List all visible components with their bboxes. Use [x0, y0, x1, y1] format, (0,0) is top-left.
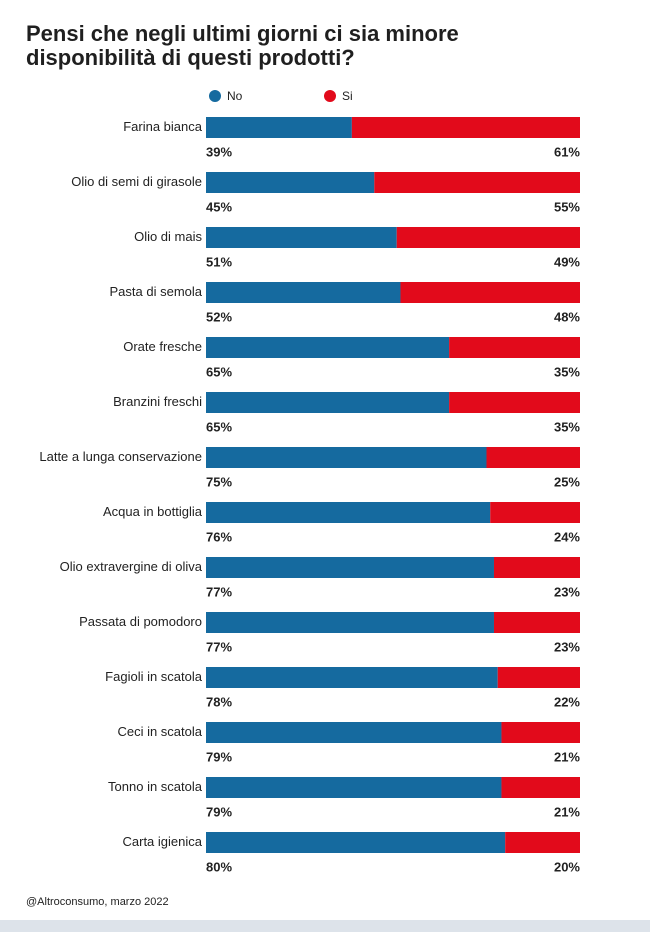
- value-label: 21%: [554, 749, 580, 764]
- footer-band: [0, 920, 650, 932]
- value-label: 39%: [206, 144, 232, 159]
- category-label: Latte a lunga conservazione: [39, 449, 202, 464]
- value-label: 77%: [206, 639, 232, 654]
- category-label: Pasta di semola: [110, 284, 203, 299]
- value-label: 49%: [554, 254, 580, 269]
- bar-segment: [206, 722, 502, 743]
- bar-segment: [206, 282, 401, 303]
- bar-segment: [497, 667, 580, 688]
- legend-label: Si: [342, 89, 353, 103]
- bar-segment: [206, 777, 502, 798]
- bar-segment: [206, 227, 397, 248]
- value-label: 79%: [206, 749, 232, 764]
- bar-segment: [490, 502, 580, 523]
- category-label: Farina bianca: [123, 119, 203, 134]
- legend-swatch: [209, 90, 221, 102]
- bar-segment: [351, 117, 580, 138]
- value-label: 35%: [554, 364, 580, 379]
- value-label: 24%: [554, 529, 580, 544]
- bar-segment: [374, 172, 580, 193]
- value-label: 52%: [206, 309, 232, 324]
- chart-title: Pensi che negli ultimi giorni ci sia min…: [26, 22, 459, 70]
- bar-segment: [206, 557, 494, 578]
- category-label: Orate fresche: [123, 339, 202, 354]
- value-label: 48%: [554, 309, 580, 324]
- legend-swatch: [324, 90, 336, 102]
- category-label: Olio extravergine di oliva: [60, 559, 203, 574]
- bar-segment: [501, 777, 580, 798]
- bar-segment: [206, 172, 375, 193]
- bar-segment: [206, 117, 352, 138]
- category-label: Passata di pomodoro: [79, 614, 202, 629]
- value-label: 23%: [554, 639, 580, 654]
- value-label: 78%: [206, 694, 232, 709]
- bar-segment: [206, 667, 498, 688]
- value-label: 35%: [554, 419, 580, 434]
- bar-segment: [206, 392, 450, 413]
- value-label: 21%: [554, 804, 580, 819]
- bar-segment: [493, 557, 580, 578]
- value-label: 75%: [206, 474, 232, 489]
- bar-segment: [396, 227, 580, 248]
- category-label: Ceci in scatola: [117, 724, 202, 739]
- legend-label: No: [227, 89, 243, 103]
- value-label: 65%: [206, 419, 232, 434]
- category-label: Carta igienica: [123, 834, 203, 849]
- value-label: 25%: [554, 474, 580, 489]
- value-label: 65%: [206, 364, 232, 379]
- value-label: 80%: [206, 859, 232, 874]
- bar-segment: [400, 282, 580, 303]
- source: @Altroconsumo, marzo 2022: [26, 896, 169, 908]
- category-label: Fagioli in scatola: [105, 669, 203, 684]
- category-label: Olio di mais: [134, 229, 202, 244]
- bar-segment: [449, 392, 580, 413]
- value-label: 22%: [554, 694, 580, 709]
- bar-segment: [206, 502, 491, 523]
- bar-segment: [206, 337, 450, 358]
- bar-segment: [206, 832, 506, 853]
- value-label: 77%: [206, 584, 232, 599]
- value-label: 23%: [554, 584, 580, 599]
- bar-segment: [505, 832, 580, 853]
- category-label: Acqua in bottiglia: [103, 504, 203, 519]
- value-label: 76%: [206, 529, 232, 544]
- value-label: 55%: [554, 199, 580, 214]
- value-label: 45%: [206, 199, 232, 214]
- bar-segment: [486, 447, 580, 468]
- value-label: 79%: [206, 804, 232, 819]
- title-box: Pensi che negli ultimi giorni ci sia min…: [26, 22, 459, 70]
- category-label: Olio di semi di girasole: [71, 174, 202, 189]
- bar-segment: [501, 722, 580, 743]
- category-label: Tonno in scatola: [108, 779, 203, 794]
- value-label: 61%: [554, 144, 580, 159]
- category-label: Branzini freschi: [113, 394, 202, 409]
- value-label: 51%: [206, 254, 232, 269]
- bar-segment: [449, 337, 580, 358]
- value-label: 20%: [554, 859, 580, 874]
- bar-segment: [493, 612, 580, 633]
- bar-segment: [206, 612, 494, 633]
- bar-segment: [206, 447, 487, 468]
